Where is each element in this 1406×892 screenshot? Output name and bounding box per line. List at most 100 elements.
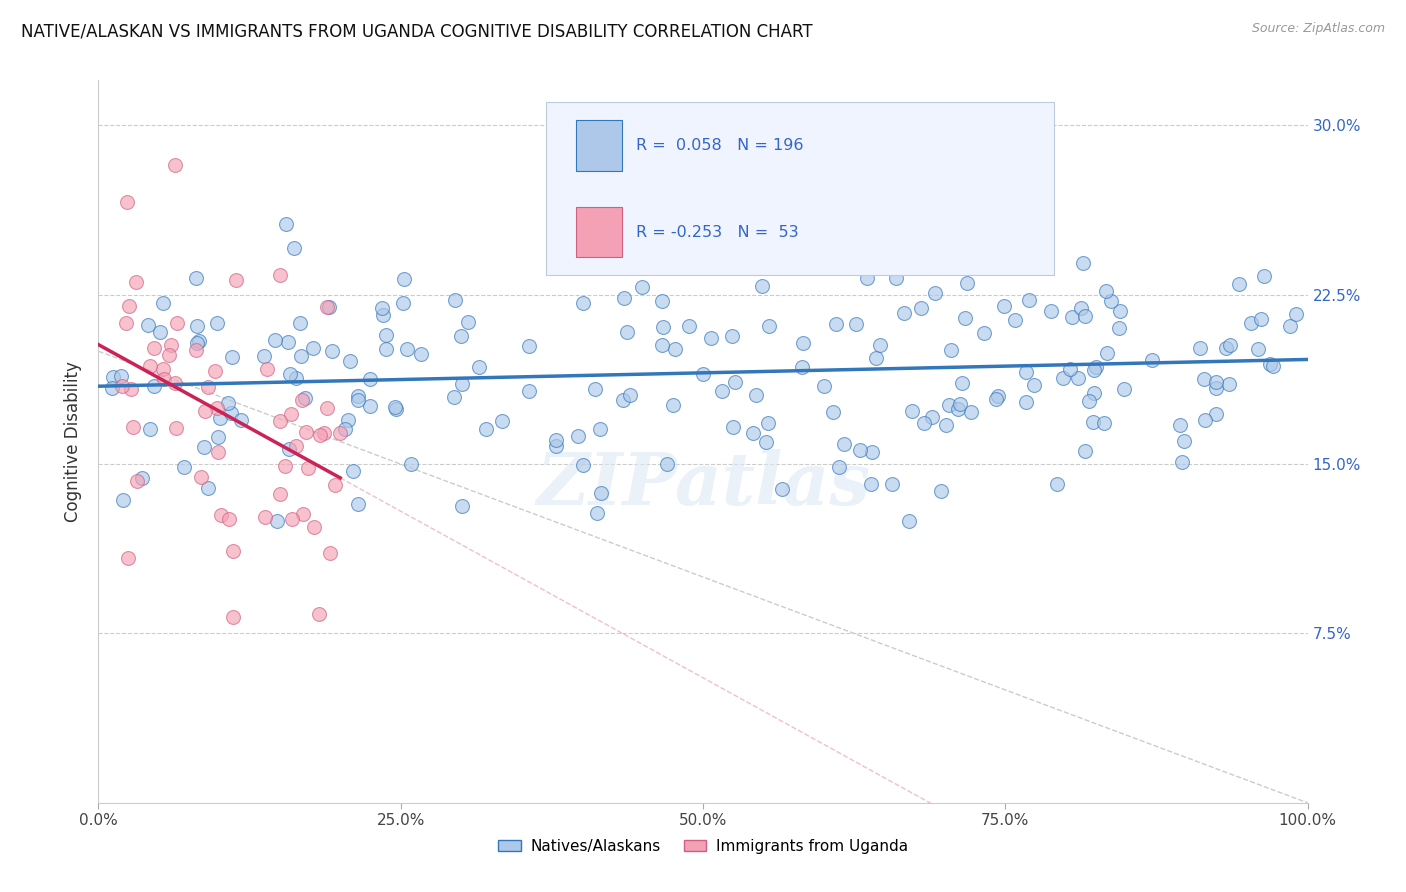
Point bbox=[1140, 353, 1163, 368]
Point bbox=[918, 194, 941, 208]
Point bbox=[651, 319, 673, 334]
Point bbox=[277, 334, 299, 349]
Point bbox=[173, 460, 195, 475]
Point bbox=[546, 439, 568, 453]
Point bbox=[984, 392, 1007, 406]
Point bbox=[935, 219, 957, 233]
Point bbox=[1046, 477, 1069, 491]
Point bbox=[824, 317, 846, 331]
Point bbox=[347, 497, 370, 511]
Point bbox=[900, 404, 922, 418]
Point bbox=[115, 194, 138, 209]
Point bbox=[342, 464, 364, 478]
Point bbox=[373, 308, 395, 322]
Point bbox=[385, 402, 408, 417]
Point bbox=[1260, 357, 1282, 371]
Point bbox=[131, 470, 153, 484]
Point bbox=[231, 413, 253, 427]
Point bbox=[143, 341, 166, 355]
Point bbox=[308, 607, 330, 621]
Point bbox=[813, 379, 835, 393]
Point bbox=[193, 440, 215, 454]
Point bbox=[149, 325, 172, 339]
Point bbox=[898, 514, 921, 528]
Point bbox=[517, 384, 540, 398]
Point bbox=[1219, 338, 1241, 352]
Point bbox=[186, 318, 208, 333]
Point bbox=[1108, 304, 1130, 318]
Point bbox=[205, 316, 228, 330]
Point bbox=[956, 277, 979, 291]
Point bbox=[371, 301, 394, 315]
Point bbox=[1108, 320, 1130, 334]
Point bbox=[165, 158, 187, 172]
Point bbox=[165, 421, 187, 435]
Point bbox=[1060, 310, 1083, 324]
Point bbox=[125, 275, 148, 289]
Point bbox=[450, 376, 472, 391]
Point bbox=[395, 343, 418, 357]
Point bbox=[218, 512, 240, 526]
Point bbox=[121, 420, 143, 434]
Point bbox=[1015, 395, 1038, 409]
Point bbox=[613, 291, 636, 305]
Point bbox=[1070, 301, 1092, 316]
Point bbox=[269, 268, 291, 282]
Point bbox=[935, 417, 957, 432]
Point bbox=[572, 458, 595, 472]
Point bbox=[443, 390, 465, 404]
Bar bbox=[576, 207, 621, 257]
Point bbox=[821, 405, 844, 419]
Point bbox=[153, 371, 176, 385]
Point bbox=[197, 482, 219, 496]
Point bbox=[190, 469, 212, 483]
Point bbox=[136, 318, 159, 332]
Point bbox=[359, 400, 381, 414]
Point bbox=[721, 329, 744, 343]
Point bbox=[444, 293, 467, 308]
Legend: Natives/Alaskans, Immigrants from Uganda: Natives/Alaskans, Immigrants from Uganda bbox=[492, 833, 914, 860]
Point bbox=[188, 334, 211, 348]
Point bbox=[546, 433, 568, 447]
Point bbox=[612, 392, 634, 407]
Point bbox=[517, 339, 540, 353]
Point bbox=[302, 520, 325, 534]
Point bbox=[1039, 304, 1062, 318]
Point bbox=[616, 325, 638, 339]
Point bbox=[288, 316, 311, 330]
Point bbox=[221, 609, 243, 624]
Point bbox=[337, 413, 360, 427]
Point bbox=[197, 380, 219, 394]
Point bbox=[571, 296, 593, 310]
Point bbox=[747, 260, 769, 274]
Point bbox=[384, 400, 406, 414]
Point bbox=[467, 360, 489, 375]
Point bbox=[222, 544, 245, 558]
Point bbox=[291, 392, 314, 407]
Point bbox=[347, 393, 370, 408]
Point bbox=[586, 506, 609, 520]
Point bbox=[884, 270, 907, 285]
Point bbox=[283, 241, 305, 255]
Bar bbox=[576, 120, 621, 170]
Point bbox=[166, 316, 188, 330]
Point bbox=[1099, 294, 1122, 309]
Point bbox=[284, 439, 307, 453]
FancyBboxPatch shape bbox=[546, 102, 1053, 276]
Point bbox=[186, 335, 208, 350]
Point bbox=[662, 398, 685, 412]
Point bbox=[221, 350, 243, 364]
Point bbox=[1246, 343, 1268, 357]
Point bbox=[1215, 341, 1237, 355]
Point bbox=[277, 442, 299, 456]
Point bbox=[475, 422, 498, 436]
Point bbox=[832, 437, 855, 451]
Point bbox=[1285, 307, 1308, 321]
Point bbox=[1083, 386, 1105, 401]
Point bbox=[1083, 363, 1105, 377]
Point bbox=[949, 396, 972, 410]
Point bbox=[651, 337, 673, 351]
Point bbox=[953, 311, 976, 326]
Text: R = -0.253   N =  53: R = -0.253 N = 53 bbox=[637, 225, 799, 240]
Point bbox=[1205, 376, 1227, 390]
